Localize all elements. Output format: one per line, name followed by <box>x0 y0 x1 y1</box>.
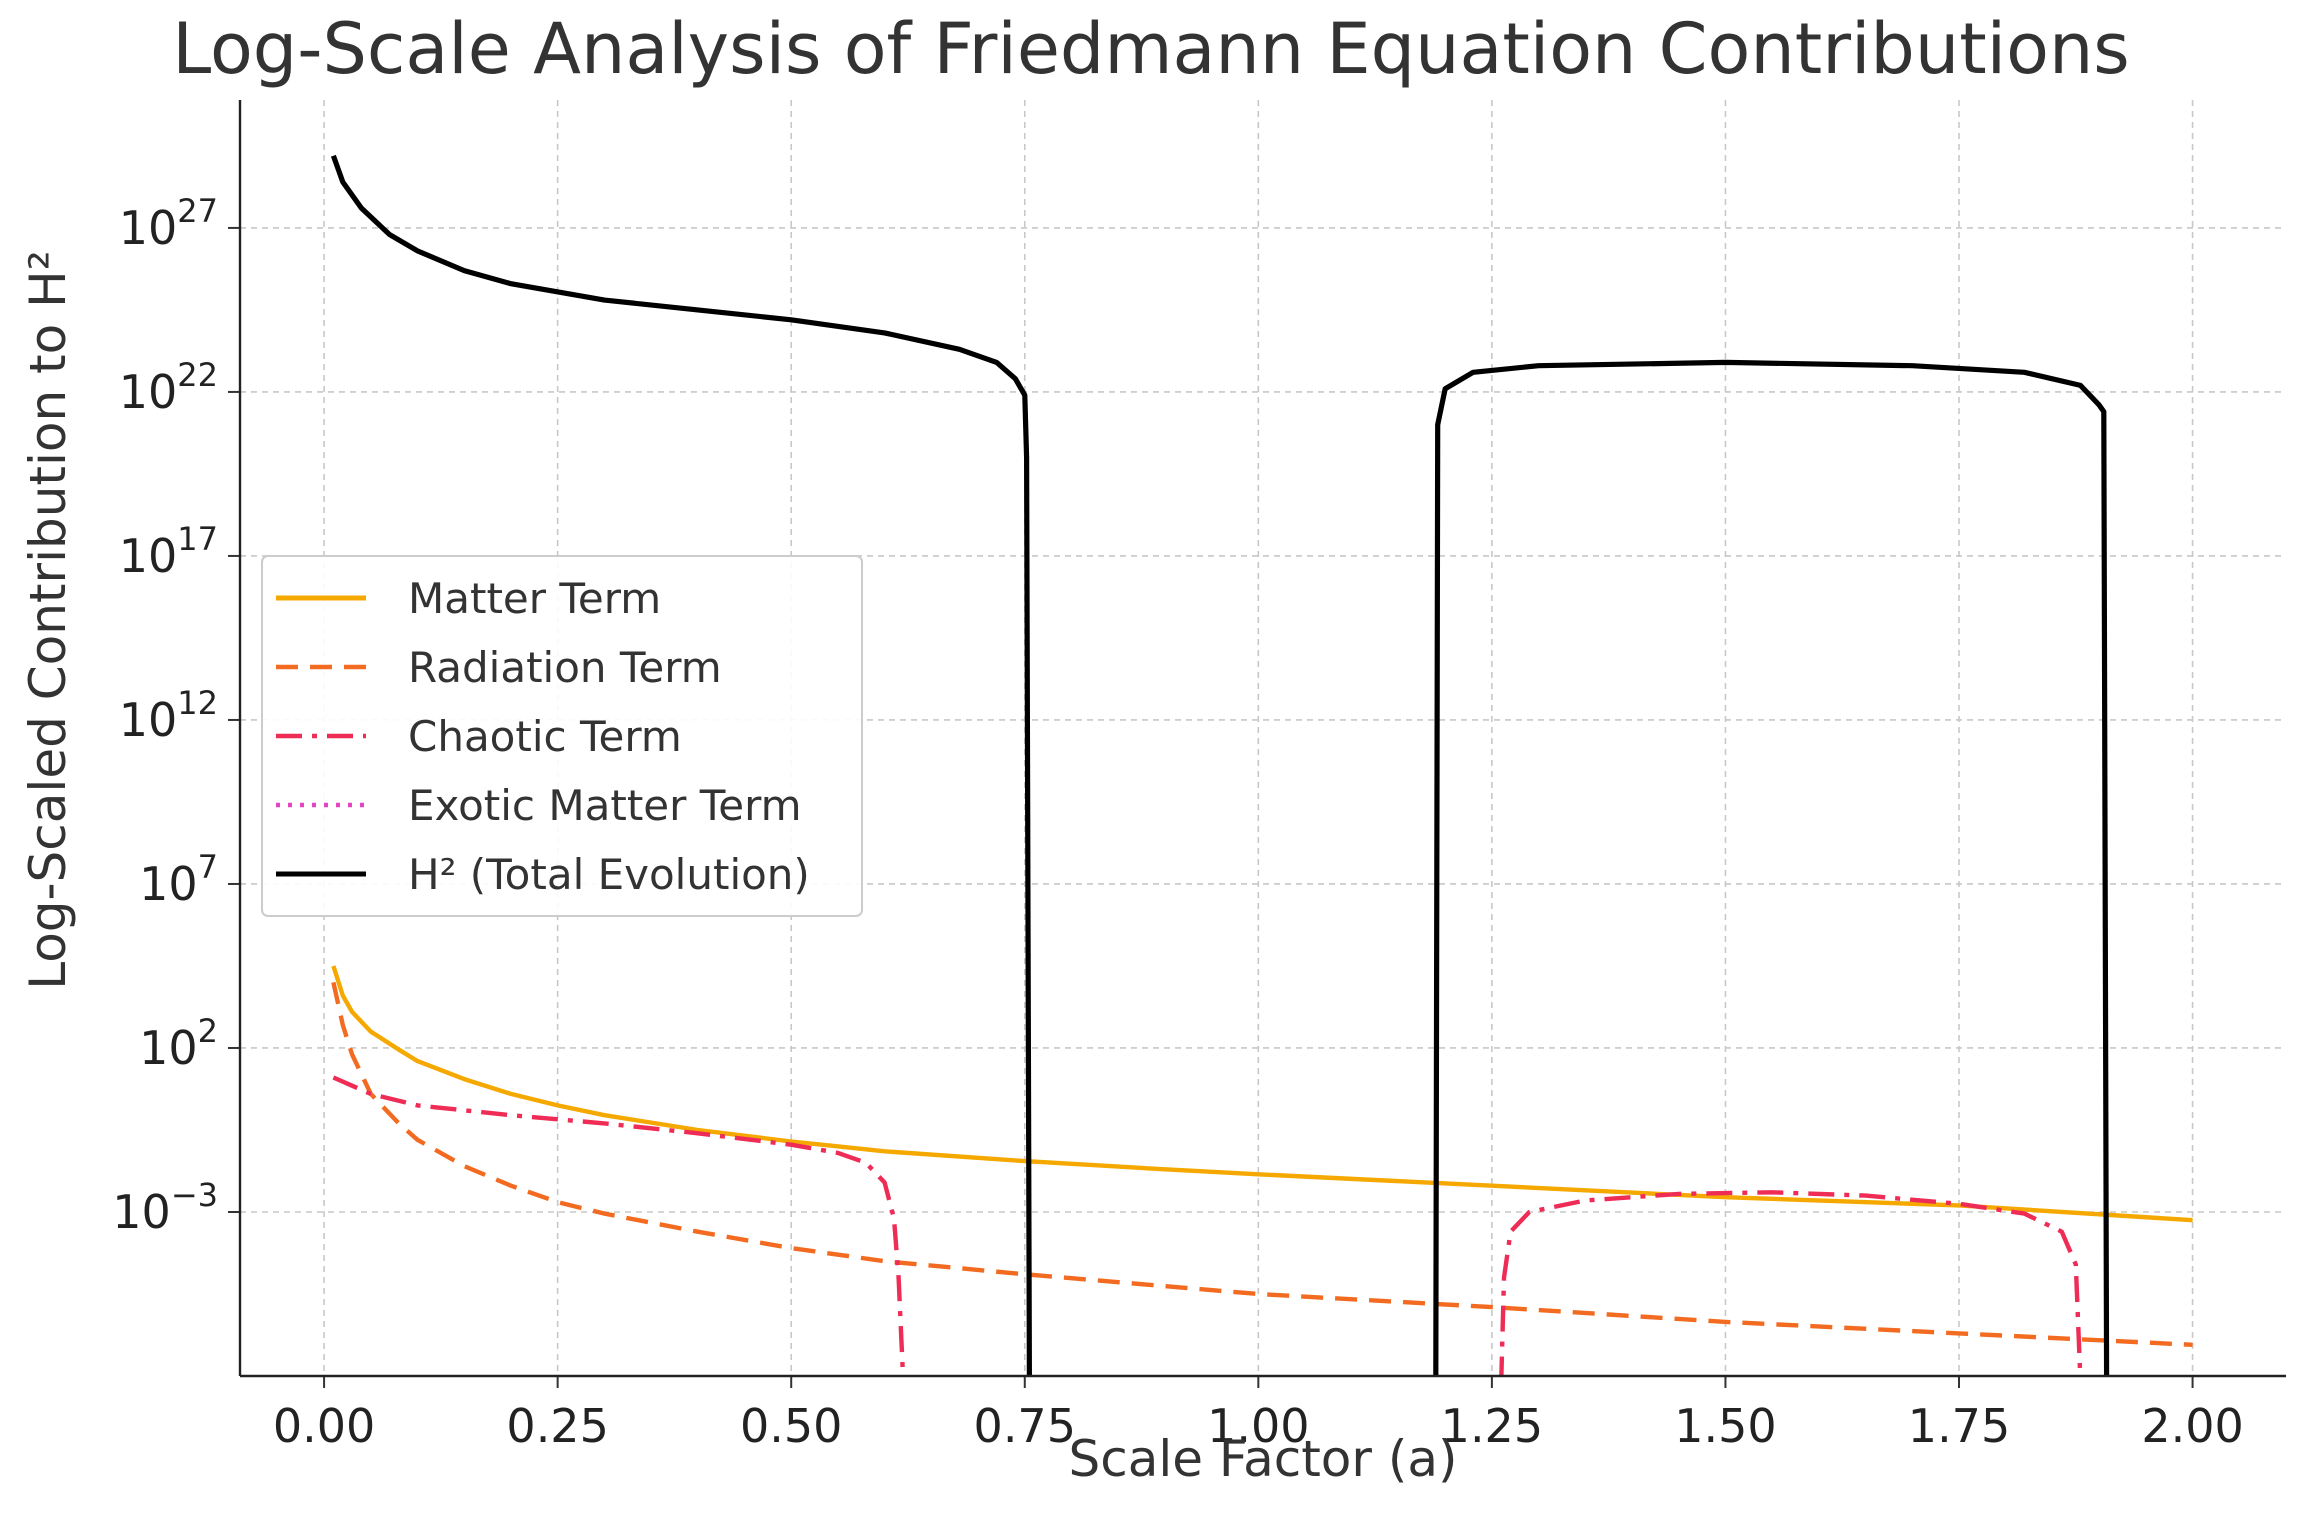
y-tick-label: 1012 <box>119 684 218 747</box>
y-tick-label: 1017 <box>119 520 218 583</box>
x-tick-label: 0.00 <box>273 1399 375 1453</box>
series-line-h-total-evolution <box>1433 359 2110 1376</box>
y-tick-label: 1027 <box>119 192 218 255</box>
legend-label-radiation-term: Radiation Term <box>408 643 722 692</box>
y-tick-label: 10−3 <box>112 1176 218 1239</box>
series-line-matter-term <box>331 965 2193 1223</box>
tick-labels: 0.00 0.25 0.50 0.75 1.00 1.25 1.50 1.75 2.00 1027… <box>112 192 2244 1453</box>
series-line-chaotic-term <box>1499 1190 2083 1376</box>
x-tick-label: 1.25 <box>1441 1399 1543 1453</box>
x-tick-label: 0.75 <box>974 1399 1076 1453</box>
y-tick-label: 107 <box>139 848 218 911</box>
legend: Matter Term Radiation Term Chaotic Term Exo… <box>261 555 863 917</box>
series-layer <box>330 154 2193 1376</box>
y-axis-label: Log-Scaled Contribution to H² <box>19 250 77 990</box>
x-tick-label: 1.75 <box>1908 1399 2010 1453</box>
y-tick-label: 102 <box>139 1012 218 1075</box>
chart-title: Log-Scale Analysis of Friedmann Equation… <box>172 8 2130 90</box>
x-tick-label: 0.50 <box>740 1399 842 1453</box>
x-tick-label: 1.50 <box>1674 1399 1776 1453</box>
series-line-radiation-term <box>331 981 2193 1347</box>
axes <box>228 100 2286 1388</box>
x-tick-label: 2.00 <box>2141 1399 2243 1453</box>
x-tick-label: 1.00 <box>1207 1399 1309 1453</box>
x-axis-label: Scale Factor (a) <box>1068 1430 1458 1488</box>
legend-label-exotic-matter-term: Exotic Matter Term <box>408 781 802 830</box>
y-tick-label: 1022 <box>119 356 218 419</box>
series-line-h-total-evolution <box>330 154 1032 1376</box>
legend-label-matter-term: Matter Term <box>408 574 661 623</box>
legend-label-h-total-evolution: H² (Total Evolution) <box>408 850 810 899</box>
x-tick-label: 0.25 <box>506 1399 608 1453</box>
legend-box <box>261 555 863 917</box>
legend-label-chaotic-term: Chaotic Term <box>408 712 682 761</box>
series-line-chaotic-term <box>332 1075 906 1376</box>
